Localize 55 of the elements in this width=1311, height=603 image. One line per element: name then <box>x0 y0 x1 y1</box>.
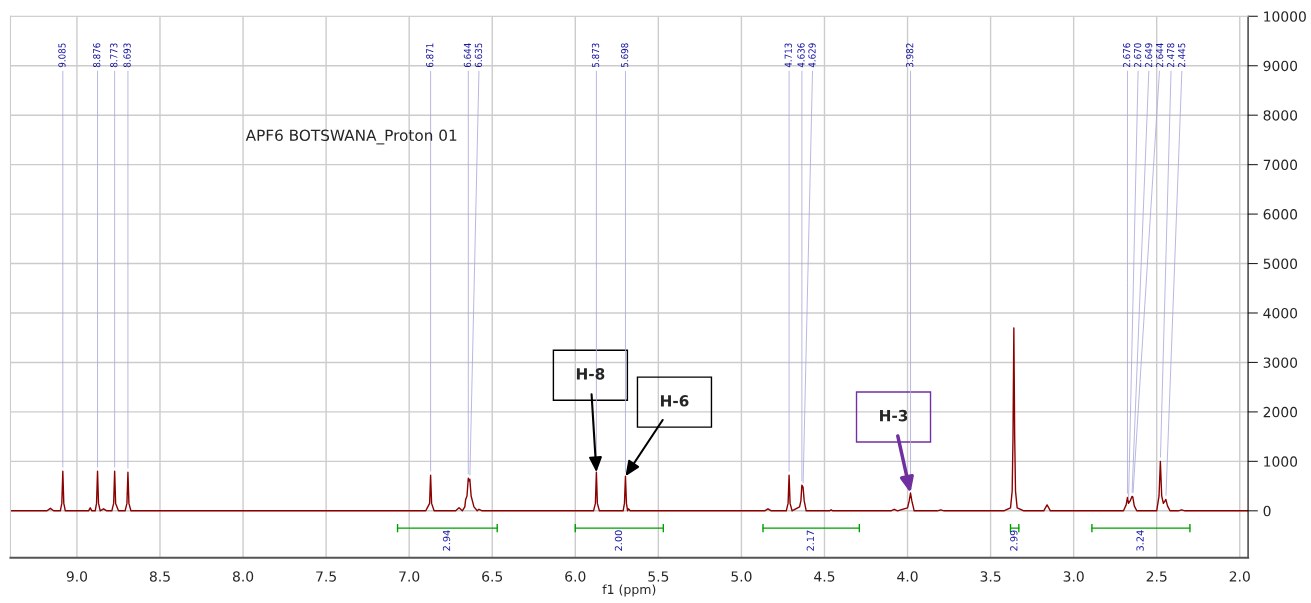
y-tick-label: 3000 <box>1263 357 1298 368</box>
y-tick-label: 6000 <box>1263 209 1298 220</box>
annotation: 8.876 <box>93 43 101 68</box>
y-tick-label: 4000 <box>1263 307 1298 319</box>
annotation: 6.644 <box>463 43 472 68</box>
x-tick-label: 6.5 <box>482 571 503 582</box>
text: 2.17 <box>806 530 814 551</box>
annotation: 4.629 <box>808 43 816 68</box>
annotation: 8.693 <box>123 43 131 68</box>
annotation: 6.871 <box>426 43 434 68</box>
x-tick-label: 5.5 <box>648 571 669 582</box>
annotation: 9.085 <box>58 43 66 68</box>
x-tick-label: 2.0 <box>1229 571 1250 582</box>
annotation: APF6 BOTSWANA_Proton 01 <box>245 129 457 145</box>
x-axis-title: f1 (ppm) <box>602 584 656 597</box>
x-tick-label: 7.5 <box>316 571 336 582</box>
y-tick-label: 5000 <box>1263 258 1298 270</box>
annotation: 4.636 <box>797 43 805 68</box>
y-tick-label: 10000 <box>1264 11 1306 22</box>
x-tick-label: 3.0 <box>1063 571 1084 582</box>
annotation: 2.676 <box>1122 43 1131 68</box>
y-tick-label: 8000 <box>1263 110 1298 121</box>
annotation: 3.982 <box>905 43 914 68</box>
x-tick-label: 9.0 <box>66 571 88 582</box>
legend-label: 2.99 <box>1010 530 1018 551</box>
y-tick-label: 1000 <box>1264 456 1298 467</box>
annotation: 6.635 <box>474 43 483 68</box>
annotation: H-6 <box>660 395 689 407</box>
annotation: 2.445 <box>1177 43 1186 68</box>
annotation: 4.713 <box>784 43 792 68</box>
annotation: 5.698 <box>620 43 629 68</box>
annotation: 2.649 <box>1144 43 1153 68</box>
annotation: 5.873 <box>591 43 600 68</box>
y-tick-label: 9000 <box>1263 60 1298 72</box>
y-tick-label: 0 <box>1263 505 1271 517</box>
y-tick-label: 7000 <box>1263 159 1298 171</box>
annotation: 8.773 <box>110 43 118 68</box>
text: 3.24 <box>1136 530 1144 551</box>
x-tick-label: 2.5 <box>1146 571 1167 582</box>
x-tick-label: 5.0 <box>731 571 752 582</box>
annotation: 2.670 <box>1133 43 1142 68</box>
text: 2.00 <box>614 530 623 551</box>
text: 2.94 <box>442 530 451 551</box>
x-tick-label: 7.0 <box>399 571 420 582</box>
x-tick-label: 8.0 <box>232 571 254 582</box>
annotation: H-8 <box>576 368 605 380</box>
x-tick-label: 4.0 <box>897 571 918 582</box>
x-tick-label: 6.0 <box>565 571 586 582</box>
x-tick-label: 3.5 <box>980 571 1001 582</box>
annotation: H-3 <box>880 409 908 422</box>
x-tick-label: 4.5 <box>814 571 835 582</box>
annotation: 2.478 <box>1166 43 1175 68</box>
y-tick-label: 2000 <box>1263 406 1298 418</box>
annotation: 2.644 <box>1155 43 1164 68</box>
x-tick-label: 8.5 <box>149 571 170 582</box>
